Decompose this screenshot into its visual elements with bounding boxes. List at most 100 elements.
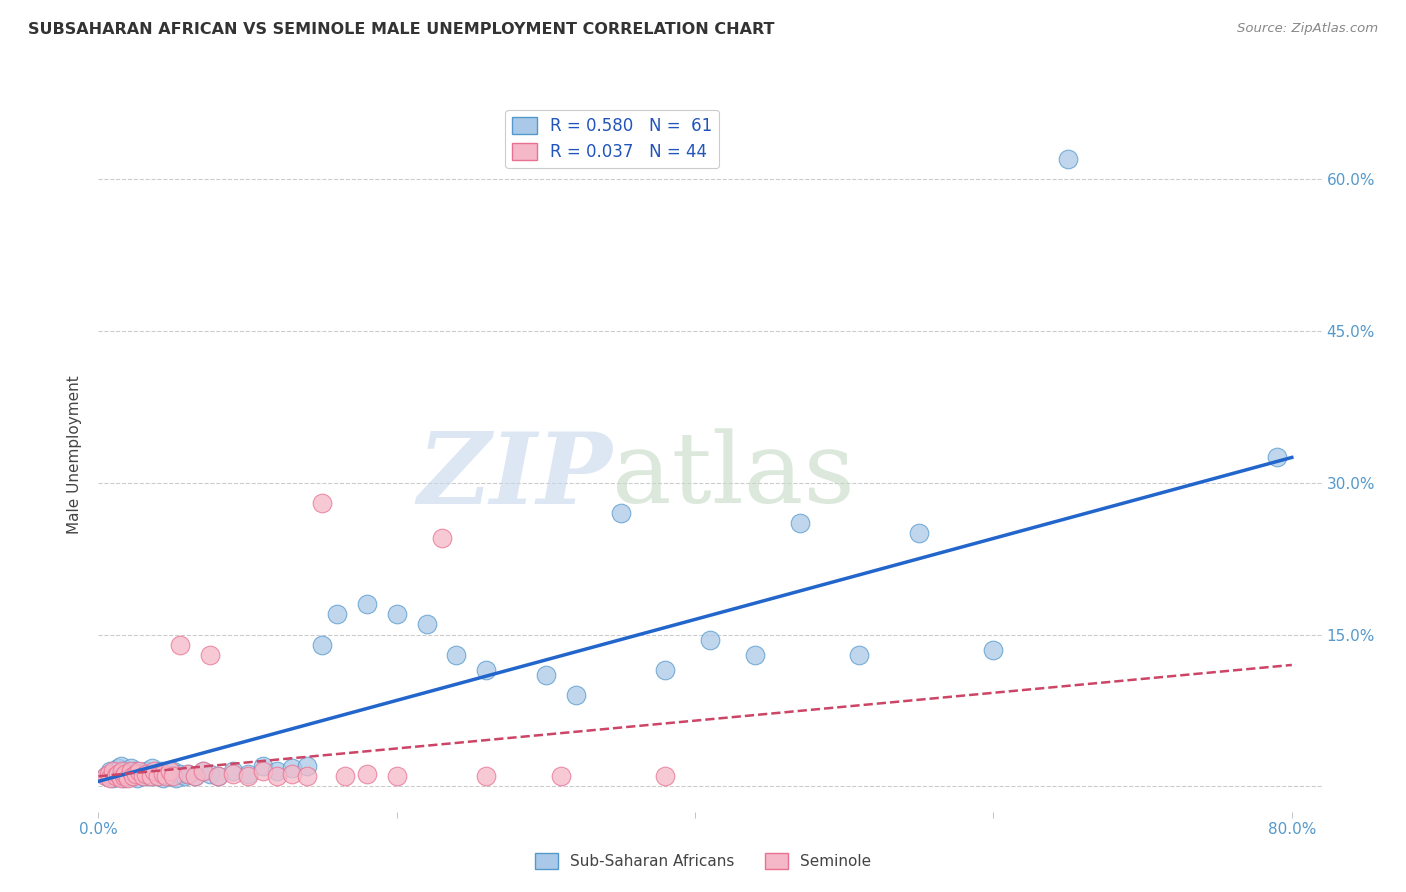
- Text: Source: ZipAtlas.com: Source: ZipAtlas.com: [1237, 22, 1378, 36]
- Point: [356, 597, 378, 611]
- Point: [159, 769, 181, 783]
- Point: [125, 767, 148, 781]
- Point: [152, 772, 174, 786]
- Point: [152, 767, 174, 781]
- Point: [1057, 152, 1080, 166]
- Text: ZIP: ZIP: [418, 428, 612, 524]
- Point: [110, 759, 132, 773]
- Point: [120, 761, 142, 775]
- Point: [103, 764, 125, 779]
- Point: [129, 767, 152, 781]
- Point: [415, 617, 437, 632]
- Point: [112, 769, 135, 783]
- Point: [110, 772, 132, 786]
- Point: [848, 648, 870, 662]
- Text: atlas: atlas: [612, 428, 855, 524]
- Point: [132, 769, 155, 783]
- Point: [97, 767, 120, 781]
- Point: [221, 767, 243, 781]
- Point: [146, 769, 169, 783]
- Point: [654, 663, 676, 677]
- Point: [177, 767, 200, 781]
- Point: [103, 772, 125, 786]
- Point: [221, 764, 243, 779]
- Point: [110, 769, 132, 783]
- Point: [281, 761, 304, 775]
- Point: [699, 632, 721, 647]
- Point: [162, 769, 184, 783]
- Point: [128, 764, 150, 779]
- Point: [105, 767, 128, 781]
- Point: [107, 767, 129, 781]
- Point: [356, 767, 378, 781]
- Point: [155, 767, 177, 781]
- Point: [385, 769, 408, 783]
- Text: SUBSAHARAN AFRICAN VS SEMINOLE MALE UNEMPLOYMENT CORRELATION CHART: SUBSAHARAN AFRICAN VS SEMINOLE MALE UNEM…: [28, 22, 775, 37]
- Point: [135, 767, 157, 781]
- Point: [177, 767, 200, 781]
- Point: [120, 764, 142, 779]
- Point: [125, 764, 148, 779]
- Point: [162, 764, 184, 779]
- Point: [98, 772, 121, 786]
- Point: [475, 663, 498, 677]
- Legend: R = 0.580   N =  61, R = 0.037   N = 44: R = 0.580 N = 61, R = 0.037 N = 44: [505, 110, 718, 168]
- Point: [446, 648, 468, 662]
- Point: [252, 759, 274, 773]
- Point: [744, 648, 766, 662]
- Point: [141, 761, 163, 775]
- Legend: Sub-Saharan Africans, Seminole: Sub-Saharan Africans, Seminole: [529, 847, 877, 875]
- Point: [609, 506, 631, 520]
- Point: [121, 769, 143, 783]
- Point: [1265, 450, 1288, 465]
- Point: [654, 769, 676, 783]
- Point: [297, 769, 319, 783]
- Point: [114, 767, 136, 781]
- Point: [105, 769, 128, 783]
- Point: [565, 689, 588, 703]
- Point: [191, 764, 214, 779]
- Point: [107, 761, 129, 775]
- Point: [139, 769, 162, 783]
- Point: [297, 759, 319, 773]
- Point: [983, 642, 1005, 657]
- Point: [174, 769, 197, 783]
- Point: [385, 607, 408, 622]
- Point: [311, 496, 333, 510]
- Point: [534, 668, 557, 682]
- Point: [165, 772, 187, 786]
- Point: [311, 638, 333, 652]
- Point: [266, 769, 288, 783]
- Point: [111, 764, 134, 779]
- Point: [184, 769, 207, 783]
- Point: [127, 772, 149, 786]
- Point: [281, 767, 304, 781]
- Point: [117, 767, 139, 781]
- Point: [550, 769, 572, 783]
- Point: [333, 769, 356, 783]
- Point: [121, 769, 143, 783]
- Point: [115, 769, 138, 783]
- Point: [155, 769, 177, 783]
- Point: [146, 769, 169, 783]
- Point: [117, 772, 139, 786]
- Point: [430, 532, 453, 546]
- Point: [908, 526, 931, 541]
- Point: [236, 769, 259, 783]
- Point: [94, 769, 117, 783]
- Point: [169, 767, 191, 781]
- Point: [112, 772, 135, 786]
- Point: [150, 764, 173, 779]
- Point: [191, 764, 214, 779]
- Point: [207, 769, 229, 783]
- Point: [200, 767, 222, 781]
- Point: [94, 769, 117, 783]
- Y-axis label: Male Unemployment: Male Unemployment: [67, 376, 83, 534]
- Point: [266, 764, 288, 779]
- Point: [159, 764, 181, 779]
- Point: [136, 767, 159, 781]
- Point: [207, 769, 229, 783]
- Point: [184, 769, 207, 783]
- Point: [143, 767, 166, 781]
- Point: [475, 769, 498, 783]
